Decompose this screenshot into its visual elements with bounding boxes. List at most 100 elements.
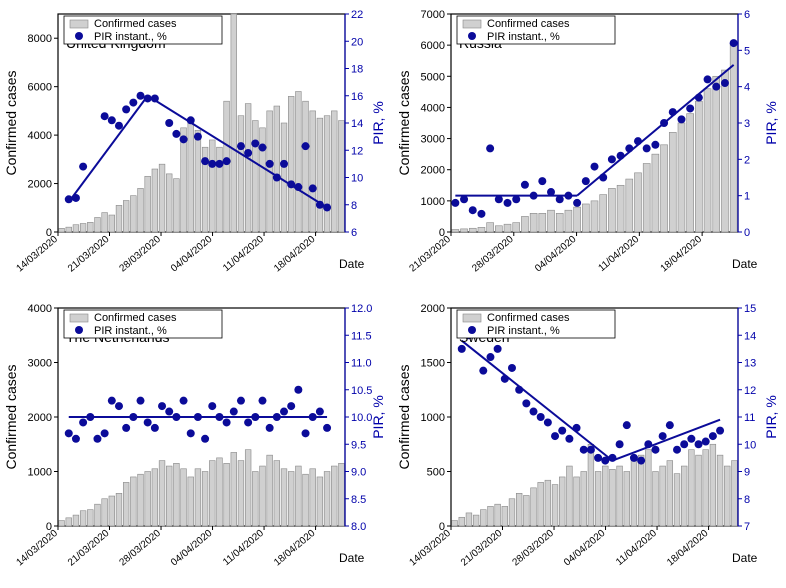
left-tick-label: 3000 (28, 358, 52, 370)
bar (696, 455, 702, 526)
bar (624, 472, 630, 527)
pir-point (617, 152, 625, 160)
pir-point (712, 83, 720, 91)
pir-point (643, 144, 651, 152)
bar (721, 70, 728, 232)
legend: Confirmed casesPIR instant., % (64, 310, 222, 338)
bar (252, 121, 258, 232)
bar (495, 226, 502, 232)
pir-point (72, 435, 80, 443)
bar (469, 228, 476, 232)
bar (461, 229, 468, 232)
pir-point (65, 429, 73, 437)
bar (166, 174, 172, 232)
x-axis-label: Date (732, 551, 758, 565)
bar (73, 225, 79, 232)
pir-point (512, 195, 520, 203)
bar (645, 450, 651, 526)
pir-point (521, 181, 529, 189)
pir-point (580, 446, 588, 454)
bar (217, 458, 223, 526)
pir-point (122, 105, 130, 113)
x-tick-label: 11/04/2020 (221, 528, 266, 568)
pir-point (223, 157, 231, 165)
left-axis-label: Confirmed cases (396, 364, 412, 469)
x-tick-label: 28/03/2020 (470, 234, 516, 275)
pir-point (258, 144, 266, 152)
pir-point (730, 39, 738, 47)
bar (452, 230, 459, 232)
right-tick-label: 9.5 (351, 439, 366, 451)
right-tick-label: 4 (744, 82, 750, 94)
bar (643, 163, 650, 232)
bar (80, 511, 86, 526)
pir-point (721, 79, 729, 87)
bar (181, 469, 187, 526)
pir-point (302, 429, 310, 437)
right-tick-label: 12.0 (351, 303, 372, 315)
pir-point (538, 177, 546, 185)
bar (339, 463, 345, 526)
pir-point (129, 413, 137, 421)
left-tick-label: 5000 (421, 71, 445, 83)
bar (260, 128, 266, 232)
pir-point (187, 116, 195, 124)
pir-point (208, 160, 216, 168)
legend-label-cases: Confirmed cases (487, 312, 570, 324)
pir-point (251, 139, 259, 147)
pir-point (644, 440, 652, 448)
bar (274, 106, 280, 232)
pir-point (573, 424, 581, 432)
bar (331, 466, 337, 526)
bar (288, 472, 294, 527)
bar (73, 515, 79, 526)
bar (559, 477, 565, 526)
x-tick-label: 28/03/2020 (511, 528, 557, 569)
bar (195, 130, 201, 232)
right-tick-label: 2 (744, 154, 750, 166)
legend: Confirmed casesPIR instant., % (64, 16, 222, 44)
bar (181, 128, 187, 232)
bar (159, 461, 165, 526)
pir-point (115, 402, 123, 410)
bar (617, 466, 623, 526)
right-tick-label: 8.0 (351, 521, 366, 533)
bar (317, 118, 323, 232)
x-tick-label: 28/03/2020 (118, 234, 164, 275)
x-tick-label: 21/03/2020 (66, 234, 112, 275)
pir-point (158, 402, 166, 410)
x-tick-label: 21/03/2020 (459, 528, 505, 569)
pir-point (129, 99, 137, 107)
left-tick-label: 4000 (421, 102, 445, 114)
right-axis-label: PIR, % (763, 101, 779, 145)
bar (130, 196, 136, 232)
pir-point (237, 142, 245, 150)
bar (661, 145, 668, 232)
right-tick-label: 12 (744, 385, 756, 397)
bar (608, 188, 615, 232)
left-tick-label: 2000 (28, 179, 52, 191)
bar (188, 123, 194, 232)
pir-point (208, 402, 216, 410)
x-tick-label: 11/04/2020 (614, 528, 659, 568)
x-axis-label: Date (339, 551, 365, 565)
right-tick-label: 20 (351, 36, 363, 48)
bar (703, 450, 709, 526)
right-tick-label: 14 (351, 118, 363, 130)
bar (138, 188, 144, 232)
pir-point (709, 432, 717, 440)
bar (224, 463, 230, 526)
bar (631, 461, 637, 526)
legend-label-cases: Confirmed cases (94, 312, 177, 324)
bar (674, 474, 680, 526)
bar (310, 111, 316, 232)
bar (565, 210, 572, 232)
right-tick-label: 22 (351, 9, 363, 21)
bar (626, 179, 633, 232)
bar (588, 444, 594, 526)
pir-point (608, 454, 616, 462)
bar (704, 89, 711, 232)
legend-label-pir: PIR instant., % (94, 325, 167, 337)
bar (130, 477, 136, 526)
x-tick-label: 11/04/2020 (221, 234, 266, 274)
